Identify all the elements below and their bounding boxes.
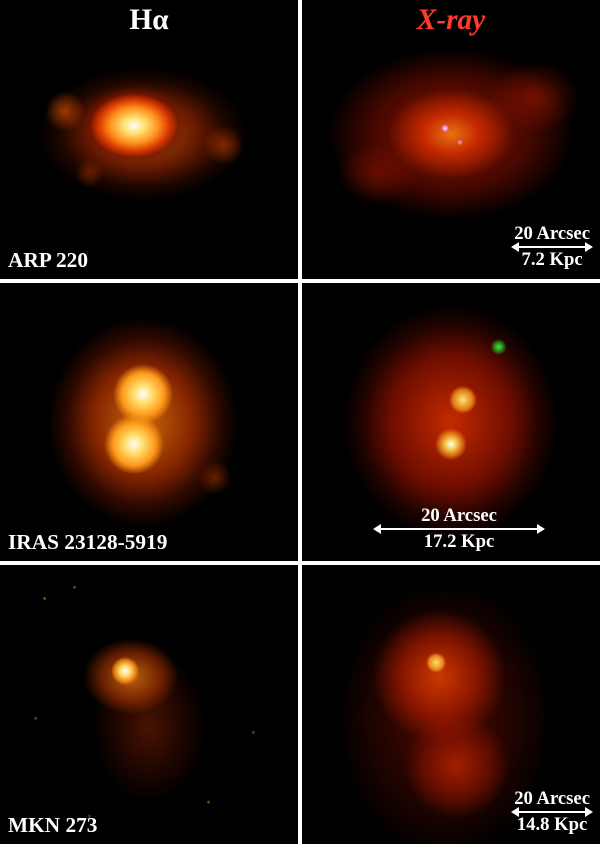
image-arp220-halpha: [0, 0, 298, 279]
scale-physical-label: 14.8 Kpc: [517, 814, 587, 836]
column-header-halpha: Hα: [129, 4, 168, 37]
scale-arrow-icon: [517, 811, 587, 813]
panel-arp220-xray: X-ray 20 Arcsec 7.2 Kpc: [302, 0, 600, 279]
scale-physical-label: 7.2 Kpc: [522, 249, 583, 271]
image-mkn273-halpha: [0, 565, 298, 844]
column-header-xray: X-ray: [417, 4, 485, 37]
panel-iras-xray: 20 Arcsec 17.2 Kpc: [302, 283, 600, 562]
scale-angular-label: 20 Arcsec: [514, 788, 590, 810]
scale-angular-label: 20 Arcsec: [421, 505, 497, 527]
scale-bar-mkn273: 20 Arcsec 14.8 Kpc: [514, 788, 590, 836]
scale-bar-iras: 20 Arcsec 17.2 Kpc: [379, 505, 539, 553]
image-iras-halpha: [0, 283, 298, 562]
object-label-iras: IRAS 23128-5919: [8, 530, 167, 555]
object-label-mkn273: MKN 273: [8, 813, 97, 838]
panel-iras-halpha: IRAS 23128-5919: [0, 283, 298, 562]
scale-arrow-icon: [379, 528, 539, 530]
panel-mkn273-halpha: MKN 273: [0, 565, 298, 844]
scale-arrow-icon: [517, 246, 587, 248]
figure-grid: Hα ARP 220 X-ray 20 Arcsec 7.2 Kpc IRAS …: [0, 0, 600, 844]
object-label-arp220: ARP 220: [8, 248, 88, 273]
scale-angular-label: 20 Arcsec: [514, 223, 590, 245]
panel-mkn273-xray: 20 Arcsec 14.8 Kpc: [302, 565, 600, 844]
panel-arp220-halpha: Hα ARP 220: [0, 0, 298, 279]
scale-physical-label: 17.2 Kpc: [424, 531, 494, 553]
scale-bar-arp220: 20 Arcsec 7.2 Kpc: [514, 223, 590, 271]
